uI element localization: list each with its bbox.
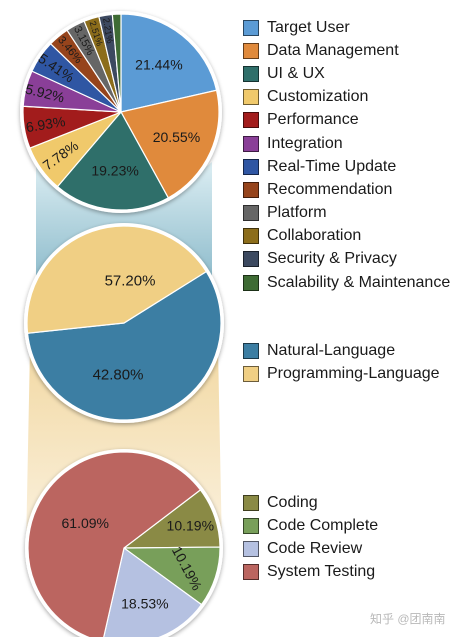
data-label-coding: 10.19% — [167, 517, 214, 533]
legend-swatch — [243, 494, 259, 511]
legend-label: Code Complete — [267, 516, 379, 534]
legend-pie-2: Natural-Language Programming-Language — [243, 339, 440, 386]
data-label-programming-language: 42.80% — [93, 367, 144, 384]
data-label-data-management: 20.55% — [153, 129, 200, 145]
legend-item-natural-language: Natural-Language — [243, 339, 440, 363]
legend-item-coding: Coding — [243, 491, 378, 514]
slice-scalability-maintenance — [111, 13, 122, 113]
legend-swatch — [243, 228, 259, 245]
legend-swatch — [243, 251, 259, 268]
legend-label: Collaboration — [267, 227, 362, 245]
legend-item-integration: Integration — [243, 132, 450, 155]
legend-label: Security & Privacy — [267, 250, 397, 268]
legend-item-customization: Customization — [243, 86, 450, 109]
legend-item-platform: Platform — [243, 202, 450, 225]
legend-label: UI & UX — [267, 64, 325, 82]
legend-swatch — [243, 342, 259, 359]
slice-system-testing — [27, 451, 202, 637]
legend-swatch — [243, 112, 259, 129]
legend-label: Performance — [267, 111, 359, 129]
legend-swatch — [243, 19, 259, 36]
watermark-text: 知乎 @团南南 — [370, 612, 446, 626]
legend-swatch — [243, 517, 259, 534]
legend-item-security-privacy: Security & Privacy — [243, 248, 450, 271]
legend-label: Real-Time Update — [267, 157, 397, 175]
pie-2: 57.20% 42.80% — [24, 223, 224, 423]
legend-item-scalability-maintenance: Scalability & Maintenance — [243, 271, 450, 294]
legend-swatch — [243, 158, 259, 175]
data-label-target-user: 21.44% — [135, 57, 182, 73]
pie-1: 21.44%20.55%19.23%7.78%6.93%5.92%5.41%3.… — [20, 11, 222, 213]
legend-label: Target User — [267, 18, 350, 36]
legend-item-collaboration: Collaboration — [243, 225, 450, 248]
legend-label: Natural-Language — [267, 341, 396, 359]
legend-item-ui-ux: UI & UX — [243, 62, 450, 85]
legend-pie-1: Target User Data Management UI & UX Customi… — [243, 16, 450, 294]
legend-swatch — [243, 366, 259, 383]
legend-label: Code Review — [267, 539, 363, 557]
legend-label: Recommendation — [267, 180, 393, 198]
data-label-system-testing: 61.09% — [62, 515, 109, 531]
data-label-code-review: 18.53% — [121, 596, 168, 612]
data-label-security-privacy: 2.21% — [101, 17, 115, 44]
legend-label: Coding — [267, 493, 318, 511]
slice-data-management — [120, 89, 220, 199]
slice-code-review — [103, 546, 203, 637]
legend-item-code-review: Code Review — [243, 537, 378, 560]
legend-item-system-testing: System Testing — [243, 561, 378, 584]
legend-swatch — [243, 181, 259, 198]
legend-item-code-complete: Code Complete — [243, 514, 378, 537]
legend-item-data-management: Data Management — [243, 39, 450, 62]
data-label-natural-language: 57.20% — [105, 273, 156, 290]
legend-swatch — [243, 564, 259, 581]
legend-swatch — [243, 89, 259, 106]
legend-swatch — [243, 65, 259, 82]
legend-label: Integration — [267, 134, 343, 152]
legend-label: Scalability & Maintenance — [267, 273, 451, 291]
legend-label: System Testing — [267, 563, 376, 581]
data-label-performance: 6.93% — [25, 113, 67, 135]
data-label-ui-ux: 19.23% — [91, 163, 138, 179]
legend-label: Programming-Language — [267, 365, 440, 383]
legend-swatch — [243, 42, 259, 59]
legend-item-real-time-update: Real-Time Update — [243, 155, 450, 178]
legend-swatch — [243, 135, 259, 152]
pie-3: 10.19%10.19%18.53%61.09% — [25, 449, 223, 637]
slice-target-user — [120, 13, 218, 113]
legend-pie-3: Coding Code Complete Code Review System Tes… — [243, 491, 378, 584]
legend-label: Customization — [267, 88, 369, 106]
slice-ui-ux — [56, 110, 170, 211]
legend-item-programming-language: Programming-Language — [243, 363, 440, 387]
legend-swatch — [243, 540, 259, 557]
legend-item-performance: Performance — [243, 109, 450, 132]
legend-item-recommendation: Recommendation — [243, 178, 450, 201]
legend-swatch — [243, 274, 259, 291]
legend-label: Platform — [267, 204, 327, 222]
slice-programming-language — [26, 225, 208, 334]
legend-item-target-user: Target User — [243, 16, 450, 39]
slice-natural-language — [26, 270, 222, 421]
legend-label: Data Management — [267, 41, 399, 59]
legend-swatch — [243, 205, 259, 222]
